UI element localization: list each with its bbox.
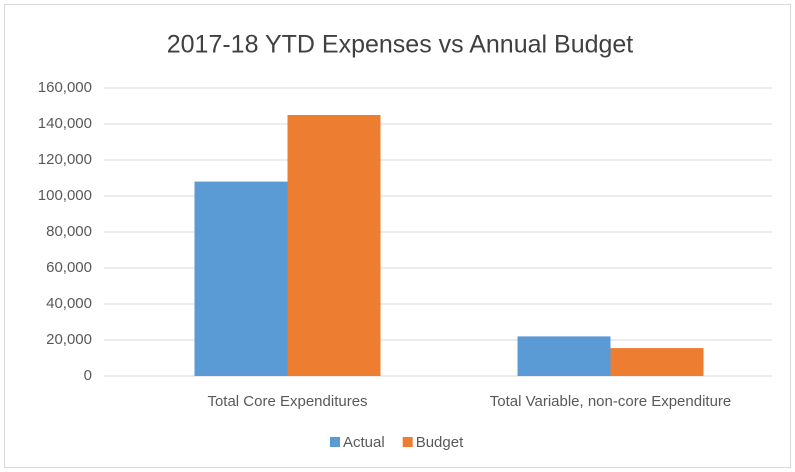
y-tick-label: 60,000	[46, 259, 92, 276]
bar	[517, 336, 611, 376]
y-tick-label: 80,000	[46, 223, 92, 240]
y-tick-label: 0	[84, 367, 92, 384]
y-tick-label: 140,000	[38, 115, 92, 132]
legend-label: Budget	[416, 434, 464, 451]
legend-swatch	[402, 437, 413, 447]
legend-label: Actual	[343, 434, 385, 451]
bar	[610, 348, 704, 376]
y-tick-label: 20,000	[46, 331, 92, 348]
chart-title: 2017-18 YTD Expenses vs Annual Budget	[167, 31, 634, 59]
chart-border	[4, 4, 791, 468]
y-tick-label: 120,000	[38, 151, 92, 168]
legend-swatch	[330, 437, 340, 447]
x-tick-label: Total Variable, non-core Expenditure	[490, 393, 732, 410]
x-tick-label: Total Core Expenditures	[207, 393, 367, 410]
bar	[287, 115, 381, 376]
y-tick-label: 40,000	[46, 295, 92, 312]
y-tick-label: 100,000	[38, 187, 92, 204]
bar	[194, 181, 288, 376]
y-tick-label: 160,000	[38, 79, 92, 96]
